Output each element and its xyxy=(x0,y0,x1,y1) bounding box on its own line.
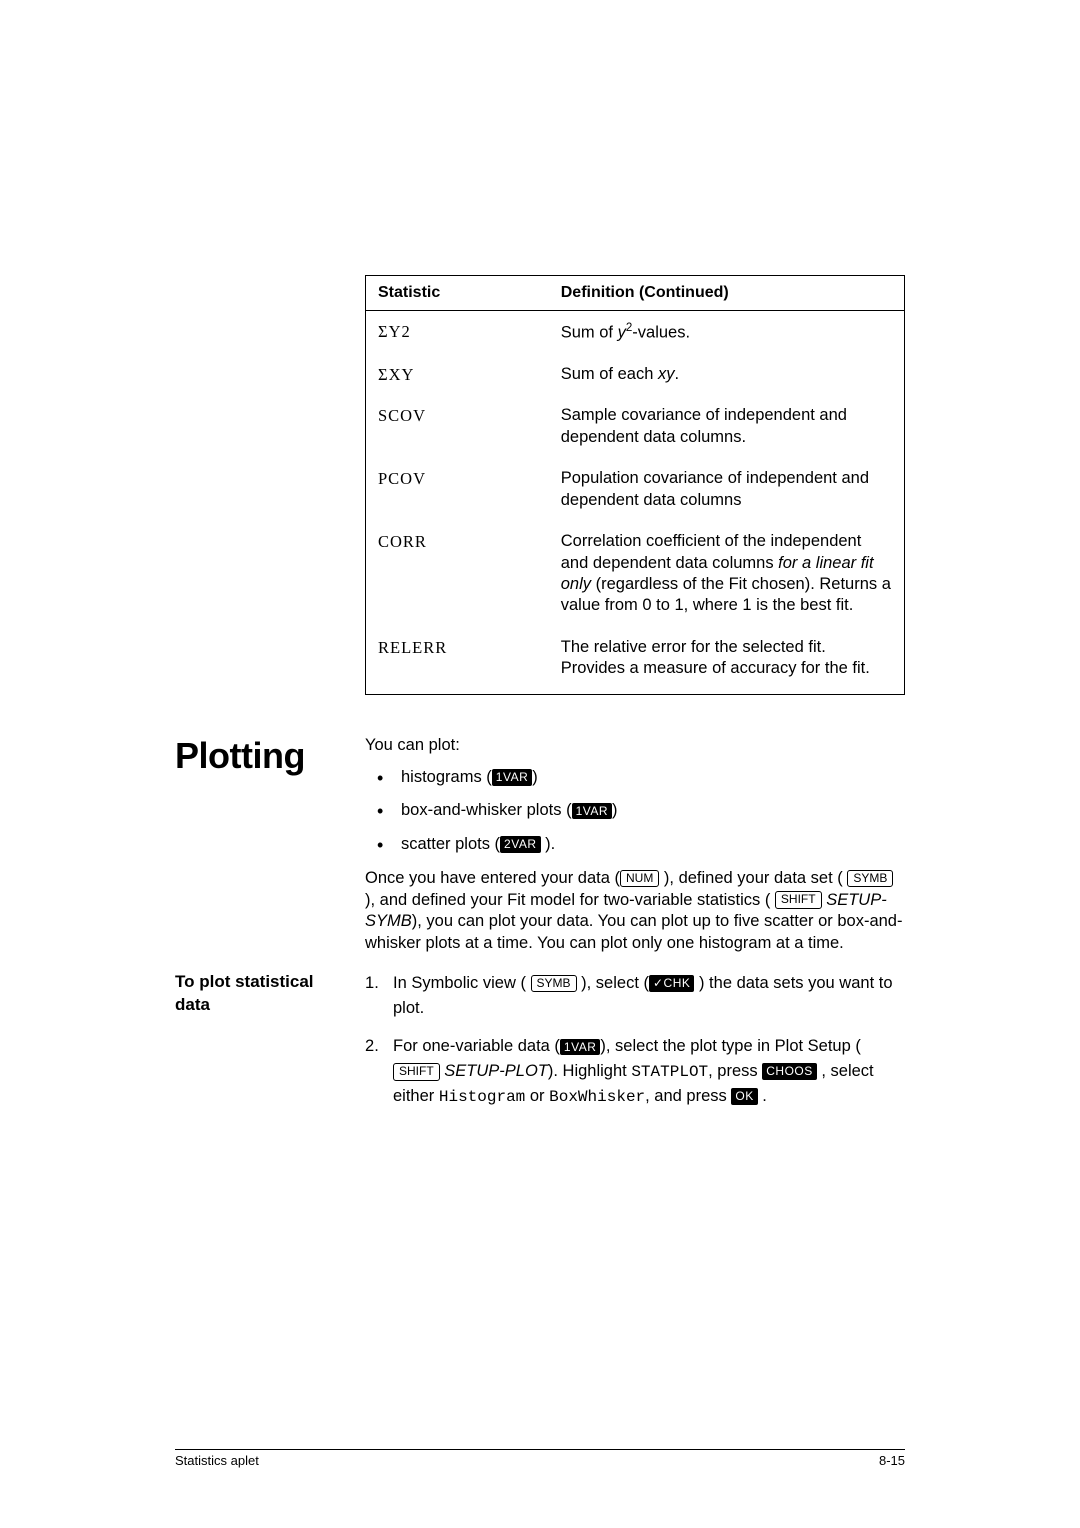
header-definition: Definition (Continued) xyxy=(549,276,905,311)
plot-types-list: histograms (1VAR) box-and-whisker plots … xyxy=(365,767,905,856)
num-key-icon: NUM xyxy=(620,870,659,888)
stat-relerr: RELERR xyxy=(366,627,549,694)
list-item: box-and-whisker plots (1VAR) xyxy=(365,800,905,822)
stat-table-container: Statistic Definition (Continued) ΣY2 Sum… xyxy=(365,275,905,695)
page-footer: Statistics aplet 8-15 xyxy=(175,1449,905,1468)
table-header-row: Statistic Definition (Continued) xyxy=(366,276,905,311)
choos-softkey-icon: CHOOS xyxy=(762,1063,817,1080)
section-title-plotting: Plotting xyxy=(175,735,365,777)
steps-list: In Symbolic view ( SYMB ), select (✓CHK … xyxy=(365,971,905,1109)
def-relerr: The relative error for the selected fit.… xyxy=(549,627,905,694)
list-item: For one-variable data (1VAR), select the… xyxy=(365,1034,905,1109)
plotting-paragraph: Once you have entered your data (NUM ), … xyxy=(365,868,905,955)
twovar-softkey-icon: 2VAR xyxy=(500,836,540,853)
table-row: RELERR The relative error for the select… xyxy=(366,627,905,694)
intro-text: You can plot: xyxy=(365,735,905,757)
stat-sigma-y2: ΣY2 xyxy=(366,311,549,354)
stat-pcov: PCOV xyxy=(366,458,549,521)
stat-corr: CORR xyxy=(366,521,549,627)
stat-sigma-xy: ΣXY xyxy=(366,354,549,395)
def-scov: Sample covariance of independent and dep… xyxy=(549,395,905,458)
plotting-body: You can plot: histograms (1VAR) box-and-… xyxy=(365,735,905,963)
chk-softkey-icon: ✓CHK xyxy=(649,975,694,992)
shift-key-icon: SHIFT xyxy=(393,1063,440,1081)
plotting-section: Plotting You can plot: histograms (1VAR)… xyxy=(175,735,905,963)
histogram-label: Histogram xyxy=(439,1088,525,1106)
symb-key-icon: SYMB xyxy=(847,870,893,888)
shift-key-icon: SHIFT xyxy=(775,891,822,909)
ok-softkey-icon: OK xyxy=(731,1088,757,1105)
list-item: histograms (1VAR) xyxy=(365,767,905,789)
stat-scov: SCOV xyxy=(366,395,549,458)
def-pcov: Population covariance of independent and… xyxy=(549,458,905,521)
footer-left: Statistics aplet xyxy=(175,1453,259,1468)
list-item: scatter plots (2VAR ). xyxy=(365,834,905,856)
def-sigma-y2: Sum of y2-values. xyxy=(549,311,905,354)
steps-body: In Symbolic view ( SYMB ), select (✓CHK … xyxy=(365,971,905,1123)
table-row: ΣXY Sum of each xy. xyxy=(366,354,905,395)
symb-key-icon: SYMB xyxy=(531,975,577,993)
table-row: PCOV Population covariance of independen… xyxy=(366,458,905,521)
steps-section: To plot statistical data In Symbolic vie… xyxy=(175,971,905,1123)
onevar-softkey-icon: 1VAR xyxy=(560,1039,600,1056)
table-row: CORR Correlation coefficient of the inde… xyxy=(366,521,905,627)
def-corr: Correlation coefficient of the independe… xyxy=(549,521,905,627)
def-sigma-xy: Sum of each xy. xyxy=(549,354,905,395)
statplot-label: STATPLOT xyxy=(631,1063,708,1081)
sidebar-to-plot: To plot statistical data xyxy=(175,971,365,1017)
footer-right: 8-15 xyxy=(879,1453,905,1468)
header-statistic: Statistic xyxy=(366,276,549,311)
table-row: ΣY2 Sum of y2-values. xyxy=(366,311,905,354)
list-item: In Symbolic view ( SYMB ), select (✓CHK … xyxy=(365,971,905,1021)
onevar-softkey-icon: 1VAR xyxy=(572,803,612,820)
onevar-softkey-icon: 1VAR xyxy=(492,769,532,786)
boxwhisker-label: BoxWhisker xyxy=(549,1088,645,1106)
statistic-definition-table: Statistic Definition (Continued) ΣY2 Sum… xyxy=(365,275,905,695)
table-row: SCOV Sample covariance of independent an… xyxy=(366,395,905,458)
